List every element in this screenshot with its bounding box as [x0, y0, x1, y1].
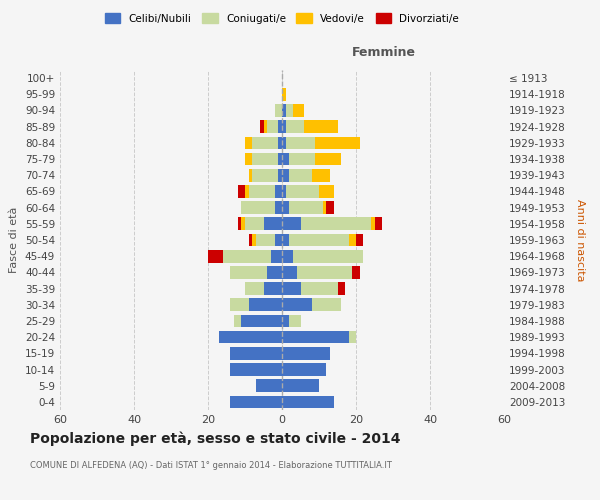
Bar	[293, 104, 304, 117]
Bar	[282, 218, 301, 230]
Bar	[245, 218, 263, 230]
Bar	[297, 266, 352, 278]
Bar	[282, 266, 297, 278]
Bar	[245, 282, 263, 295]
Bar	[282, 104, 286, 117]
Bar	[282, 282, 301, 295]
Bar	[249, 234, 253, 246]
Bar	[263, 120, 267, 133]
Bar	[253, 152, 278, 166]
Bar	[282, 363, 326, 376]
Bar	[219, 331, 282, 344]
Legend: Celibi/Nubili, Coniugati/e, Vedovi/e, Divorziati/e: Celibi/Nubili, Coniugati/e, Vedovi/e, Di…	[101, 10, 463, 26]
Bar	[352, 266, 360, 278]
Bar	[249, 169, 253, 181]
Bar	[245, 185, 249, 198]
Bar	[238, 185, 245, 198]
Bar	[282, 331, 349, 344]
Bar	[304, 120, 337, 133]
Bar	[241, 218, 245, 230]
Bar	[275, 185, 282, 198]
Bar	[311, 298, 341, 311]
Bar	[286, 120, 304, 133]
Bar	[349, 331, 356, 344]
Y-axis label: Fasce di età: Fasce di età	[10, 207, 19, 273]
Bar	[282, 314, 289, 328]
Bar	[371, 218, 374, 230]
Bar	[289, 314, 301, 328]
Bar	[289, 169, 311, 181]
Bar	[282, 234, 289, 246]
Bar	[230, 396, 282, 408]
Bar	[234, 314, 241, 328]
Bar	[275, 234, 282, 246]
Bar	[282, 347, 330, 360]
Text: Femmine: Femmine	[352, 46, 416, 60]
Bar	[278, 152, 282, 166]
Bar	[223, 250, 271, 262]
Bar	[286, 136, 316, 149]
Bar	[241, 202, 275, 214]
Bar	[238, 218, 241, 230]
Bar	[278, 136, 282, 149]
Bar	[267, 120, 278, 133]
Bar	[293, 250, 364, 262]
Bar	[316, 136, 360, 149]
Bar	[282, 298, 311, 311]
Bar	[311, 169, 330, 181]
Bar	[282, 152, 289, 166]
Bar	[286, 185, 319, 198]
Bar	[230, 266, 267, 278]
Bar	[208, 250, 223, 262]
Text: COMUNE DI ALFEDENA (AQ) - Dati ISTAT 1° gennaio 2014 - Elaborazione TUTTITALIA.I: COMUNE DI ALFEDENA (AQ) - Dati ISTAT 1° …	[30, 460, 392, 469]
Bar	[349, 234, 356, 246]
Bar	[282, 120, 286, 133]
Bar	[253, 169, 278, 181]
Bar	[282, 380, 319, 392]
Bar	[249, 298, 282, 311]
Bar	[319, 185, 334, 198]
Bar	[256, 380, 282, 392]
Bar	[275, 104, 282, 117]
Bar	[245, 136, 253, 149]
Bar	[267, 266, 282, 278]
Bar	[282, 88, 286, 101]
Bar	[282, 169, 289, 181]
Bar	[256, 234, 275, 246]
Bar	[326, 202, 334, 214]
Bar	[316, 152, 341, 166]
Bar	[230, 363, 282, 376]
Bar	[253, 136, 278, 149]
Bar	[301, 282, 337, 295]
Bar	[275, 202, 282, 214]
Bar	[245, 152, 253, 166]
Bar	[249, 185, 275, 198]
Bar	[289, 234, 349, 246]
Bar	[337, 282, 345, 295]
Bar	[289, 152, 316, 166]
Bar	[241, 314, 282, 328]
Bar	[323, 202, 326, 214]
Bar	[271, 250, 282, 262]
Bar	[289, 202, 323, 214]
Bar	[230, 347, 282, 360]
Bar	[301, 218, 371, 230]
Bar	[374, 218, 382, 230]
Bar	[282, 136, 286, 149]
Text: Popolazione per età, sesso e stato civile - 2014: Popolazione per età, sesso e stato civil…	[30, 431, 401, 446]
Bar	[253, 234, 256, 246]
Bar	[282, 396, 334, 408]
Bar	[282, 202, 289, 214]
Bar	[278, 120, 282, 133]
Bar	[278, 169, 282, 181]
Bar	[282, 185, 286, 198]
Bar	[230, 298, 249, 311]
Bar	[263, 282, 282, 295]
Bar	[286, 104, 293, 117]
Bar	[282, 250, 293, 262]
Bar	[260, 120, 263, 133]
Y-axis label: Anni di nascita: Anni di nascita	[575, 198, 585, 281]
Bar	[263, 218, 282, 230]
Bar	[356, 234, 364, 246]
